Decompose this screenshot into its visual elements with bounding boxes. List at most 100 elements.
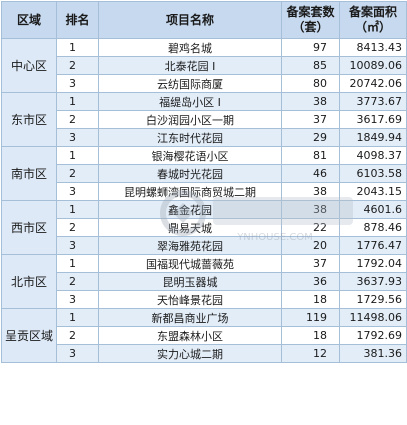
table-row: 2 东盟森林小区 18 1792.69 <box>2 326 407 345</box>
table-row: 2 昆明玉器城 36 3637.93 <box>2 272 407 291</box>
project-name-cell: 昆明玉器城 <box>98 272 282 291</box>
table-row: 2 北泰花园 I 85 10089.06 <box>2 56 407 75</box>
rank-cell: 1 <box>56 308 99 327</box>
area-cell: 20742.06 <box>339 74 407 93</box>
units-cell: 119 <box>281 308 340 327</box>
area-cell: 1792.69 <box>339 326 407 345</box>
project-name-cell: 翠海雅苑花园 <box>98 236 282 255</box>
units-cell: 22 <box>281 218 340 237</box>
project-name-cell: 北泰花园 I <box>98 56 282 75</box>
header-units-line1: 备案套数 <box>286 5 335 19</box>
region-cell: 呈贡区域 <box>1 308 57 363</box>
units-cell: 18 <box>281 326 340 345</box>
area-cell: 381.36 <box>339 344 407 363</box>
units-cell: 38 <box>281 92 340 111</box>
project-name-cell: 白沙润园小区一期 <box>98 110 282 129</box>
units-cell: 38 <box>281 200 340 219</box>
table-row: 3 云纺国际商厦 80 20742.06 <box>2 74 407 93</box>
area-cell: 3617.69 <box>339 110 407 129</box>
units-cell: 46 <box>281 164 340 183</box>
rank-cell: 3 <box>56 182 99 201</box>
units-cell: 12 <box>281 344 340 363</box>
region-cell: 南市区 <box>1 146 57 201</box>
rank-cell: 2 <box>56 164 99 183</box>
area-cell: 11498.06 <box>339 308 407 327</box>
units-cell: 80 <box>281 74 340 93</box>
region-cell: 中心区 <box>1 38 57 93</box>
units-cell: 38 <box>281 182 340 201</box>
area-cell: 1849.94 <box>339 128 407 147</box>
units-cell: 36 <box>281 272 340 291</box>
table-row: 北市区 1 国福现代城蔷薇苑 37 1792.04 <box>1 254 407 309</box>
table-row: 南市区 1 银海樱花语小区 81 4098.37 <box>1 146 407 201</box>
table-row: 3 江东时代花园 29 1849.94 <box>2 128 407 147</box>
rank-cell: 1 <box>56 38 99 57</box>
area-cell: 4601.6 <box>339 200 407 219</box>
area-cell: 878.46 <box>339 218 407 237</box>
header-row: 区域 排名 项目名称 备案套数 （套） 备案面积 （㎡） <box>1 1 407 39</box>
header-region: 区域 <box>1 1 57 39</box>
area-cell: 1729.56 <box>339 290 407 309</box>
table-row: 3 天怡峰景花园 18 1729.56 <box>2 290 407 309</box>
area-cell: 2043.15 <box>339 182 407 201</box>
region-cell: 西市区 <box>1 200 57 255</box>
table-row: 西市区 1 鑫金花园 38 4601.6 <box>1 200 407 255</box>
units-cell: 81 <box>281 146 340 165</box>
project-name-cell: 江东时代花园 <box>98 128 282 147</box>
rank-cell: 3 <box>56 344 99 363</box>
project-name-cell: 实力心城二期 <box>98 344 282 363</box>
header-units-line2: （套） <box>292 20 329 34</box>
header-project-name: 项目名称 <box>98 1 282 39</box>
units-cell: 37 <box>281 254 340 273</box>
table-row: 2 鼎易天城 22 878.46 <box>2 218 407 237</box>
region-cell: 北市区 <box>1 254 57 309</box>
rank-cell: 2 <box>56 272 99 291</box>
header-rank: 排名 <box>56 1 99 39</box>
table-row: 中心区 1 碧鸡名城 97 8413.43 <box>1 38 407 93</box>
project-name-cell: 昆明螺蛳湾国际商贸城二期 <box>98 182 282 201</box>
project-name-cell: 新都昌商业广场 <box>98 308 282 327</box>
table-row: 3 昆明螺蛳湾国际商贸城二期 38 2043.15 <box>2 182 407 201</box>
table-row: 3 实力心城二期 12 381.36 <box>2 344 407 363</box>
rank-cell: 3 <box>56 236 99 255</box>
project-name-cell: 国福现代城蔷薇苑 <box>98 254 282 273</box>
sales-ranking-table: 区域 排名 项目名称 备案套数 （套） 备案面积 （㎡） 中心区 1 碧鸡名城 97 8… <box>1 1 407 363</box>
area-cell: 4098.37 <box>339 146 407 165</box>
table-row: 3 翠海雅苑花园 20 1776.47 <box>2 236 407 255</box>
table-row: 2 白沙润园小区一期 37 3617.69 <box>2 110 407 129</box>
rank-cell: 3 <box>56 74 99 93</box>
project-name-cell: 鼎易天城 <box>98 218 282 237</box>
project-name-cell: 春城时光花园 <box>98 164 282 183</box>
table-row: 呈贡区域 1 新都昌商业广场 119 11498.06 <box>1 308 407 363</box>
header-area: 备案面积 （㎡） <box>339 1 407 39</box>
area-cell: 8413.43 <box>339 38 407 57</box>
units-cell: 97 <box>281 38 340 57</box>
rank-cell: 2 <box>56 326 99 345</box>
area-cell: 10089.06 <box>339 56 407 75</box>
header-area-line2: （㎡） <box>354 20 391 34</box>
header-area-line1: 备案面积 <box>348 5 397 19</box>
table-row: 2 春城时光花园 46 6103.58 <box>2 164 407 183</box>
table-body: 中心区 1 碧鸡名城 97 8413.43 2 北泰花园 I 85 10089.06 3 云纺国际商… <box>1 38 407 363</box>
rank-cell: 3 <box>56 290 99 309</box>
area-cell: 1776.47 <box>339 236 407 255</box>
rank-cell: 2 <box>56 56 99 75</box>
table-row: 东市区 1 福缇岛小区 I 38 3773.67 <box>1 92 407 147</box>
project-name-cell: 碧鸡名城 <box>98 38 282 57</box>
project-name-cell: 云纺国际商厦 <box>98 74 282 93</box>
units-cell: 29 <box>281 128 340 147</box>
project-name-cell: 东盟森林小区 <box>98 326 282 345</box>
area-cell: 6103.58 <box>339 164 407 183</box>
units-cell: 18 <box>281 290 340 309</box>
rank-cell: 1 <box>56 92 99 111</box>
project-name-cell: 鑫金花园 <box>98 200 282 219</box>
rank-cell: 1 <box>56 200 99 219</box>
rank-cell: 2 <box>56 218 99 237</box>
units-cell: 37 <box>281 110 340 129</box>
rank-cell: 3 <box>56 128 99 147</box>
units-cell: 20 <box>281 236 340 255</box>
units-cell: 85 <box>281 56 340 75</box>
project-name-cell: 银海樱花语小区 <box>98 146 282 165</box>
region-cell: 东市区 <box>1 92 57 147</box>
